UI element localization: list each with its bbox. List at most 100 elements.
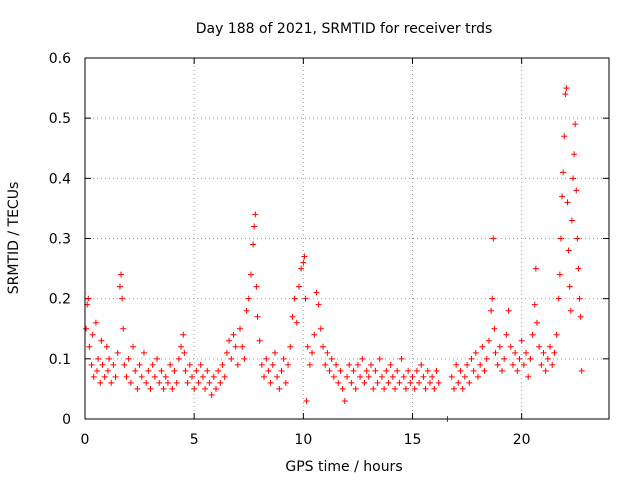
data-point [208, 391, 215, 398]
data-point [97, 379, 104, 386]
data-point [352, 385, 359, 392]
data-point [188, 373, 195, 380]
data-point [472, 349, 479, 356]
data-point [85, 295, 92, 302]
data-point [289, 313, 296, 320]
data-point [254, 313, 261, 320]
data-point [251, 223, 258, 230]
data-point [341, 397, 348, 404]
data-point [387, 361, 394, 368]
data-point [470, 367, 477, 374]
data-point [376, 355, 383, 362]
data-point [171, 367, 178, 374]
data-point [326, 367, 333, 374]
data-point [576, 295, 583, 302]
data-point [405, 367, 412, 374]
data-point [335, 379, 342, 386]
data-point [265, 367, 272, 374]
data-point [309, 349, 316, 356]
x-tick-label: 5 [190, 432, 199, 448]
data-point [263, 355, 270, 362]
chart-title: Day 188 of 2021, SRMTID for receiver trd… [196, 21, 493, 37]
data-point [232, 343, 239, 350]
data-point [293, 319, 300, 326]
data-point [577, 313, 584, 320]
y-tick-label: 0.4 [49, 171, 71, 187]
data-point [538, 361, 545, 368]
data-point [116, 283, 123, 290]
data-point [561, 133, 568, 140]
data-point [422, 385, 429, 392]
data-point [300, 259, 307, 266]
data-point [365, 373, 372, 380]
data-point [346, 361, 353, 368]
data-point [540, 349, 547, 356]
data-point [213, 385, 219, 392]
data-point [221, 373, 228, 380]
data-point [274, 373, 281, 380]
data-point [258, 361, 265, 368]
data-point [505, 307, 512, 314]
x-axis-label: GPS time / hours [285, 459, 402, 475]
data-point [125, 355, 132, 362]
data-point [344, 373, 350, 380]
data-point [514, 367, 521, 374]
data-point [559, 193, 566, 200]
data-point [210, 373, 217, 380]
data-point [501, 355, 508, 362]
data-point [532, 265, 539, 272]
data-point [567, 307, 574, 314]
data-point [523, 349, 530, 356]
data-point [250, 241, 257, 248]
data-point [385, 379, 392, 386]
data-point [507, 343, 514, 350]
data-point [156, 379, 163, 386]
data-point [549, 361, 556, 368]
data-point [361, 379, 368, 386]
data-point [199, 373, 206, 380]
data-point [411, 385, 418, 392]
data-point [424, 367, 431, 374]
data-point [306, 361, 313, 368]
data-point [83, 325, 90, 332]
data-point [143, 379, 150, 386]
data-point [468, 355, 475, 362]
data-point [494, 361, 501, 368]
data-point [466, 379, 473, 386]
data-point [557, 235, 564, 242]
data-point [287, 343, 294, 350]
data-point [278, 367, 285, 374]
data-point [169, 385, 176, 392]
data-point [578, 367, 585, 374]
data-point [101, 373, 108, 380]
data-point [206, 379, 213, 386]
data-point [420, 373, 427, 380]
data-point [547, 343, 554, 350]
data-point [228, 355, 235, 362]
data-point [99, 361, 106, 368]
data-point [426, 379, 433, 386]
data-point [130, 343, 137, 350]
data-point [90, 373, 97, 380]
data-point [304, 343, 311, 350]
data-point [512, 349, 519, 356]
x-tick-label: 10 [294, 432, 312, 448]
data-point [88, 361, 95, 368]
data-point [457, 367, 464, 374]
data-point [416, 379, 423, 386]
data-point [372, 367, 379, 374]
data-point [398, 355, 405, 362]
data-point [383, 367, 390, 374]
data-point [394, 367, 401, 374]
data-point [551, 349, 558, 356]
data-point [560, 169, 567, 176]
data-point [303, 397, 310, 404]
data-point [276, 385, 283, 392]
data-point [491, 325, 498, 332]
data-point [489, 295, 496, 302]
data-point [151, 373, 158, 380]
data-point [566, 283, 573, 290]
x-tick-label: 0 [81, 432, 90, 448]
data-point [453, 361, 460, 368]
data-point [475, 373, 481, 380]
